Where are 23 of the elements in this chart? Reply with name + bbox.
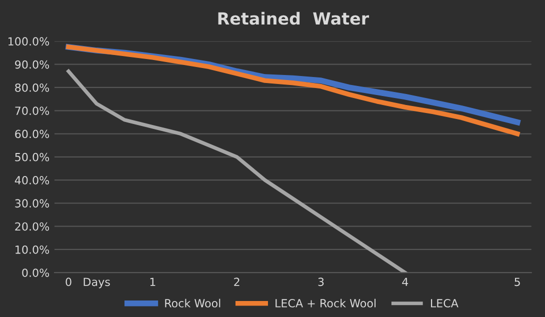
x-tick-label: 5 [514,278,520,286]
y-tick-label: 90.0% [15,60,50,69]
y-tick-label: 70.0% [15,106,50,116]
x-tick-label: 0 [66,278,72,286]
y-tick-label: 0.0% [22,268,50,277]
y-tick-label: 80.0% [15,83,50,92]
x-tick-label: 3 [318,278,324,286]
x-tick-label: 4 [402,278,408,286]
legend-label: LECA + Rock Wool [276,298,376,308]
legend-label: Rock Wool [165,298,220,308]
x-tick-label: 1 [150,278,156,286]
x-tick-label: Days [84,278,110,288]
y-tick-label: 60.0% [15,130,50,138]
line-series [66,69,407,273]
y-tick-label: 20.0% [15,222,50,231]
y-tick-label: 10.0% [16,245,50,254]
y-tick-label: 50.0% [15,152,50,162]
chart-title: Retained Water [218,12,370,25]
y-tick-label: 40.0% [14,176,50,184]
y-tick-label: 30.0% [15,199,50,208]
x-tick-label: 2 [234,278,240,286]
legend-label: LECA [430,299,458,308]
y-tick-label: 100.0% [8,37,50,46]
